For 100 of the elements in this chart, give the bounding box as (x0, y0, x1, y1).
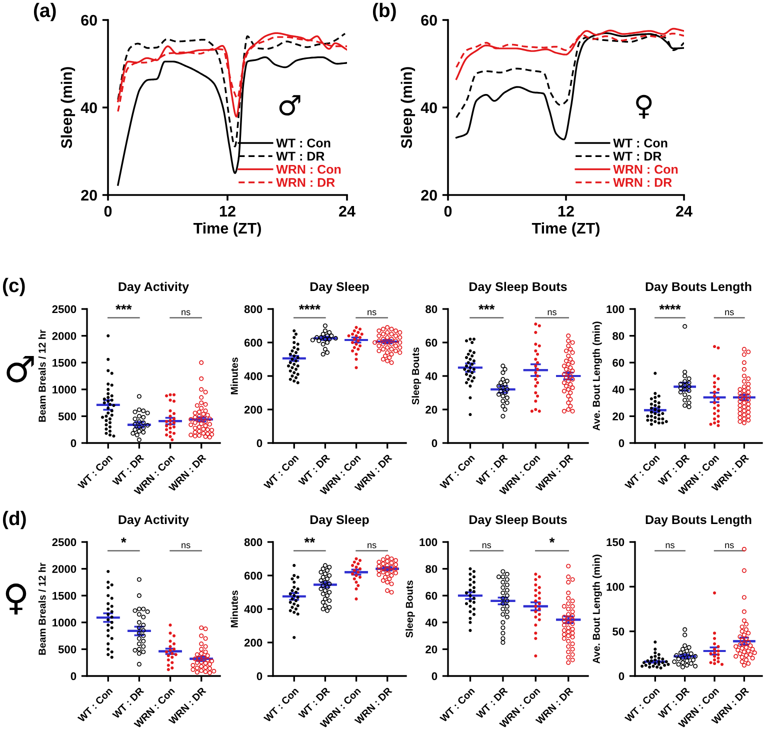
y-tick-label: 800 (244, 305, 262, 314)
annotation: ns (725, 543, 734, 548)
y-tick-label: 600 (244, 572, 262, 580)
y-tick-label: 2500 (52, 538, 76, 546)
text: (c) (2, 278, 25, 296)
y-axis-title: Sleep Bouts (406, 580, 415, 638)
chart-title: Day Sleep Bouts (470, 282, 567, 294)
x-tick-label: WT : Con (439, 454, 475, 490)
y-tick-label: 20 (81, 190, 97, 201)
legend-label: WRN : DR (276, 178, 335, 187)
legend-label: WRN : DR (613, 178, 672, 187)
y-tick-label: 2000 (52, 332, 76, 340)
y-tick-label: 400 (244, 372, 262, 380)
chart-title: Day Sleep Bouts (470, 514, 567, 527)
y-tick-label: 0 (256, 439, 262, 448)
y-tick-label: 400 (244, 605, 262, 614)
y-tick-label: 0 (256, 672, 262, 680)
annotation: **** (298, 304, 320, 310)
y-tick-label: 200 (244, 638, 262, 647)
x-tick-label: 0 (444, 206, 452, 217)
y-tick-label: 0 (432, 439, 438, 448)
y-tick-label: 40 (425, 618, 438, 627)
y-tick-label: 40 (80, 102, 97, 114)
x-tick-label: WT : Con (439, 687, 475, 723)
y-axis-title: Sleep Bouts (412, 348, 422, 405)
y-tick-label: 80 (426, 565, 438, 573)
y-tick-label: 150 (606, 538, 624, 546)
text: (a) (34, 2, 56, 22)
y-tick-label: 20 (426, 645, 438, 654)
x-tick-label: WT : Con (263, 687, 299, 723)
annotation: ns (368, 543, 376, 548)
x-tick-label: 12 (558, 206, 574, 216)
annotation: ** (304, 538, 316, 543)
text: ♂ (6, 356, 34, 382)
y-tick-label: 60 (81, 14, 97, 26)
y-tick-label: 40 (612, 386, 624, 394)
y-tick-label: 60 (426, 338, 438, 347)
x-tick-label: 24 (676, 206, 692, 216)
text: (d) (2, 510, 26, 530)
x-tick-label: WT : Con (263, 454, 299, 490)
annotation: ns (482, 543, 492, 548)
annotation: ns (368, 310, 376, 316)
chart-title: Day Bouts Length (646, 514, 752, 527)
legend-label: WT : DR (613, 152, 662, 160)
y-tick-label: 0 (432, 672, 438, 680)
y-axis-title: Minutes (230, 590, 238, 628)
annotation: * (121, 538, 126, 543)
x-tick-label: 12 (220, 206, 236, 216)
y-tick-label: 600 (244, 338, 262, 347)
annotation: ns (725, 310, 734, 316)
x-tick-label: WT : Con (77, 687, 113, 723)
x-axis-title: Time (ZT) (193, 222, 261, 237)
y-tick-label: 100 (420, 538, 438, 546)
y-tick-label: 80 (426, 305, 438, 314)
y-tick-label: 0 (70, 672, 76, 680)
y-tick-label: 100 (606, 582, 624, 591)
y-tick-label: 0 (618, 439, 624, 448)
y-axis-title: Beam Breals / 12 hr (38, 330, 46, 422)
y-axis-title: Beam Breals / 12 hr (38, 562, 46, 655)
x-tick-label: WT : Con (77, 454, 113, 490)
annotation: *** (478, 304, 495, 310)
chart-title: Day Activity (118, 282, 189, 294)
y-tick-label: 1500 (52, 358, 76, 367)
y-tick-label: 20 (421, 190, 437, 201)
y-tick-label: 50 (612, 628, 624, 636)
chart-title: Day Activity (118, 514, 189, 527)
y-tick-label: 800 (244, 538, 262, 546)
x-tick-label: 0 (104, 206, 112, 217)
annotation: *** (116, 304, 132, 310)
y-tick-label: 100 (606, 305, 624, 314)
y-axis-title: Ave. Bout Length (min) (592, 322, 602, 431)
y-axis-title: Sleep (min) (400, 67, 416, 148)
y-tick-label: 2500 (52, 305, 76, 314)
text: ♀ (6, 584, 26, 614)
y-tick-label: 1000 (52, 618, 76, 627)
y-tick-label: 1500 (52, 592, 76, 600)
y-tick-label: 20 (612, 412, 624, 420)
legend-label: WT : Con (613, 138, 668, 148)
x-tick-label: 24 (339, 206, 356, 216)
legend-label: WRN : Con (613, 164, 678, 174)
y-tick-label: 40 (425, 372, 438, 380)
chart-title: Day Bouts Length (646, 282, 752, 294)
y-tick-label: 80 (612, 332, 624, 340)
y-tick-label: 60 (426, 592, 438, 600)
y-tick-label: 20 (426, 406, 438, 414)
chart-title: Day Sleep (310, 282, 369, 294)
y-tick-label: 60 (612, 358, 624, 367)
annotation: ns (182, 543, 190, 548)
legend-label: WT : DR (276, 152, 324, 160)
x-axis-title: Time (ZT) (532, 222, 600, 237)
y-axis-title: Minutes (230, 358, 238, 394)
annotation: ♀ (636, 94, 652, 119)
legend-label: WT : Con (276, 138, 330, 148)
chart-title: Day Sleep (310, 514, 369, 527)
legend-label: WRN : Con (276, 164, 341, 174)
y-tick-label: 0 (618, 672, 624, 680)
annotation: **** (659, 304, 681, 310)
y-tick-label: 2000 (52, 565, 76, 573)
annotation: ns (182, 310, 190, 316)
annotation: ♂ (279, 95, 300, 116)
